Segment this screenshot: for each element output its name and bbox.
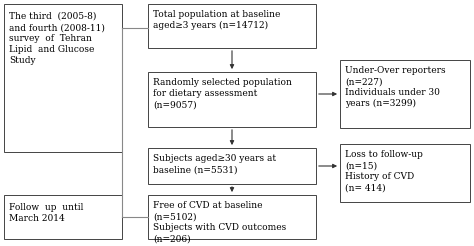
Text: Follow  up  until
March 2014: Follow up until March 2014 bbox=[9, 203, 83, 223]
Text: Under-Over reporters
(n=227)
Individuals under 30
years (n=3299): Under-Over reporters (n=227) Individuals… bbox=[345, 66, 446, 108]
Bar bbox=[340, 144, 470, 202]
Bar bbox=[148, 72, 316, 127]
Bar bbox=[148, 195, 316, 239]
Bar bbox=[4, 195, 122, 239]
Text: Free of CVD at baseline
(n=5102)
Subjects with CVD outcomes
(n=206): Free of CVD at baseline (n=5102) Subject… bbox=[153, 201, 286, 243]
Bar bbox=[148, 148, 316, 184]
Bar bbox=[340, 60, 470, 128]
Bar bbox=[4, 4, 122, 152]
Text: The third  (2005-8)
and fourth (2008-11)
survey  of  Tehran
Lipid  and Glucose
S: The third (2005-8) and fourth (2008-11) … bbox=[9, 12, 105, 65]
Text: Loss to follow-up
(n=15)
History of CVD
(n= 414): Loss to follow-up (n=15) History of CVD … bbox=[345, 150, 423, 192]
Text: Total population at baseline
aged≥3 years (n=14712): Total population at baseline aged≥3 year… bbox=[153, 10, 281, 30]
Bar bbox=[148, 4, 316, 48]
Text: Subjects aged≥30 years at
baseline (n=5531): Subjects aged≥30 years at baseline (n=55… bbox=[153, 154, 276, 174]
Text: Randomly selected population
for dietary assessment
(n=9057): Randomly selected population for dietary… bbox=[153, 78, 292, 109]
